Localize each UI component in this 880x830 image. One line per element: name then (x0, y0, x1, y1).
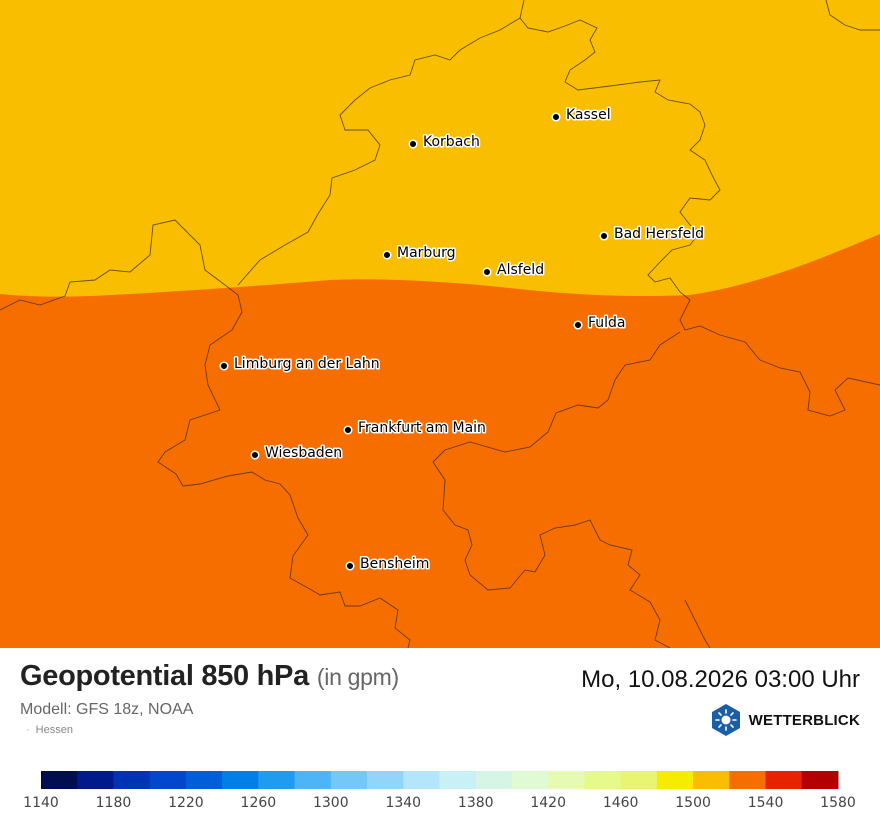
legend-tick-label: 1220 (168, 795, 204, 811)
model-info: Modell: GFS 18z, NOAA (20, 701, 194, 718)
legend-swatch (584, 771, 622, 789)
city-label: Limburg an der Lahn (234, 356, 380, 372)
city-dot (219, 361, 229, 371)
city-wiesbaden: Wiesbaden (250, 444, 344, 463)
city-dot (482, 267, 492, 277)
legend-swatch (729, 771, 767, 789)
unit-label: (in gpm) (316, 664, 399, 690)
city-dot (408, 139, 418, 149)
city-dot (573, 320, 583, 330)
map-area: Kassel Korbach Bad Hersfeld Marburg Alsfeld F… (0, 0, 880, 648)
footer: Geopotential 850 hPa (in gpm) Modell: GFS… (0, 648, 880, 830)
sun-hexagon-icon (711, 704, 740, 736)
city-alsfeld: Alsfeld (482, 261, 546, 280)
legend-tick-label: 1300 (313, 795, 349, 811)
brand-logo[interactable]: WETTERBLICK (709, 704, 860, 736)
yellow-zone (0, 0, 880, 297)
city-dot (382, 250, 392, 260)
legend-tick-label: 1420 (530, 795, 566, 811)
legend-swatch (41, 771, 78, 789)
color-legend: 1140 1180 1220 1260 1300 1340 1380 1420 1460 1500… (23, 771, 856, 811)
legend-tick-label: 1260 (241, 795, 277, 811)
forecast-datetime: Mo, 10.08.2026 03:00 Uhr (581, 666, 860, 693)
legend-swatch (222, 771, 259, 789)
legend-swatch (403, 771, 440, 789)
city-dot (599, 231, 609, 241)
legend-swatch (511, 771, 549, 789)
legend-tick-label: 1380 (458, 795, 494, 811)
legend-tick-label: 1580 (820, 795, 856, 811)
city-dot (551, 112, 561, 122)
city-label: Bensheim (360, 556, 429, 572)
city-fulda: Fulda (573, 314, 627, 333)
city-limburg: Limburg an der Lahn (219, 355, 381, 374)
chart-title: Geopotential 850 hPa (in gpm) (20, 660, 399, 693)
legend-swatch (294, 771, 332, 789)
city-frankfurt: Frankfurt am Main (343, 419, 487, 438)
city-label: Fulda (588, 315, 626, 331)
legend-swatch (77, 771, 114, 789)
legend-tick-label: 1180 (96, 795, 132, 811)
city-dot (250, 450, 260, 460)
city-label: Bad Hersfeld (614, 226, 704, 242)
legend-swatch (765, 771, 803, 789)
title-text: Geopotential 850 hPa (20, 660, 309, 692)
legend-swatch (620, 771, 658, 789)
city-kassel: Kassel (551, 106, 612, 125)
legend-swatch (475, 771, 513, 789)
brand-name: WETTERBLICK (748, 711, 860, 729)
city-marburg: Marburg (382, 244, 457, 263)
legend-tick-label: 1460 (603, 795, 639, 811)
legend-tick-label: 1140 (23, 795, 59, 811)
region-text: Hessen (35, 724, 73, 736)
city-label: Frankfurt am Main (358, 420, 486, 436)
legend-swatch (330, 771, 368, 789)
city-label: Alsfeld (497, 262, 544, 278)
city-markers: Kassel Korbach Bad Hersfeld Marburg Alsfeld F… (219, 106, 706, 574)
city-dot (343, 425, 353, 435)
city-label: Kassel (566, 107, 611, 123)
legend-swatch (149, 771, 187, 789)
city-dot (345, 561, 355, 571)
legend-swatch (801, 771, 839, 789)
legend-swatch (367, 771, 404, 789)
legend-tick-label: 1500 (675, 795, 711, 811)
city-label: Wiesbaden (265, 445, 342, 461)
geopotential-map: Kassel Korbach Bad Hersfeld Marburg Alsfeld F… (0, 0, 880, 648)
legend-swatch (258, 771, 296, 789)
legend-tick-label: 1540 (748, 795, 784, 811)
legend-swatch (548, 771, 585, 789)
legend-swatch (439, 771, 477, 789)
city-korbach: Korbach (408, 133, 481, 152)
state-borders (0, 0, 880, 648)
city-bensheim: Bensheim (345, 555, 431, 574)
city-label: Marburg (397, 245, 456, 261)
city-label: Korbach (423, 134, 480, 150)
legend-swatch (656, 771, 694, 789)
legend-swatch (185, 771, 223, 789)
city-bad-hersfeld: Bad Hersfeld (599, 225, 706, 244)
legend-swatch (113, 771, 151, 789)
region-label: · Hessen (26, 724, 73, 736)
legend-swatch (693, 771, 730, 789)
legend-tick-label: 1340 (385, 795, 421, 811)
